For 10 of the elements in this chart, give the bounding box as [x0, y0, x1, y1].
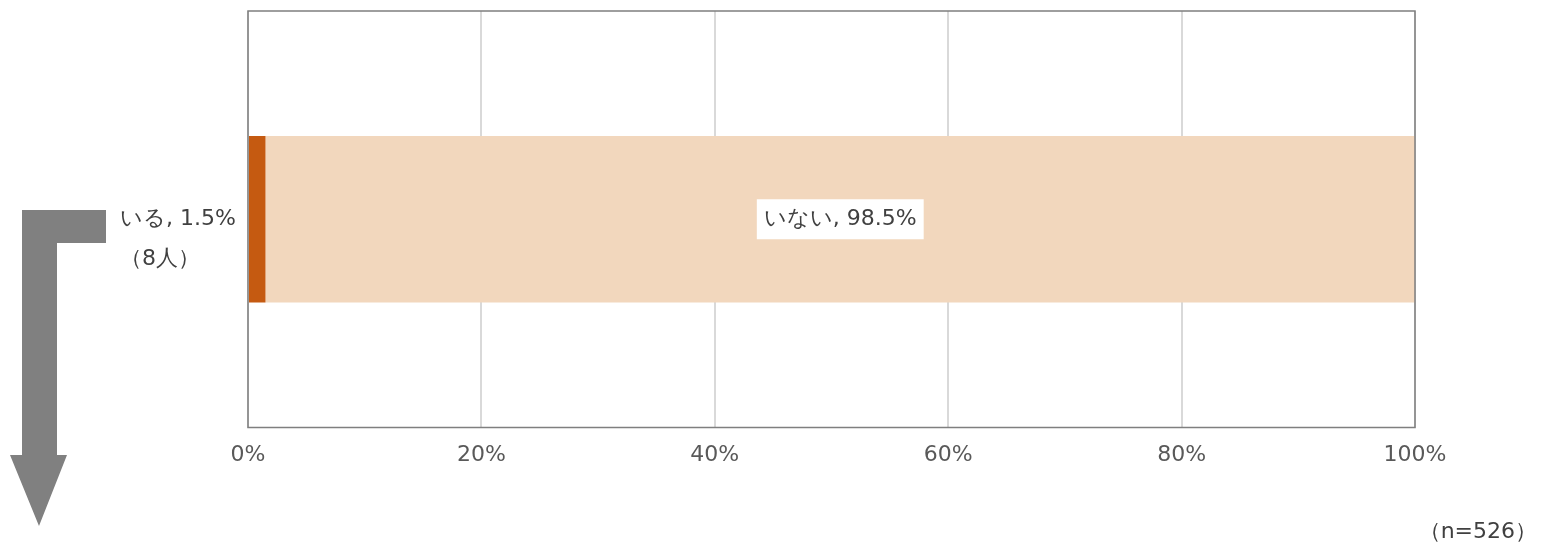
x-tick-label: 0%: [230, 440, 266, 466]
x-tick-label: 80%: [1157, 440, 1207, 466]
x-tick-label: 100%: [1383, 440, 1447, 466]
text: いる, 1.5%: [120, 205, 237, 231]
text: いない, 98.5%: [763, 205, 917, 231]
x-tick-label: 60%: [923, 440, 973, 466]
x-tick-label: 20%: [456, 440, 506, 466]
text: （8人）: [120, 245, 201, 271]
text: （n=526）: [1418, 518, 1537, 543]
x-tick-label: 40%: [690, 440, 740, 466]
